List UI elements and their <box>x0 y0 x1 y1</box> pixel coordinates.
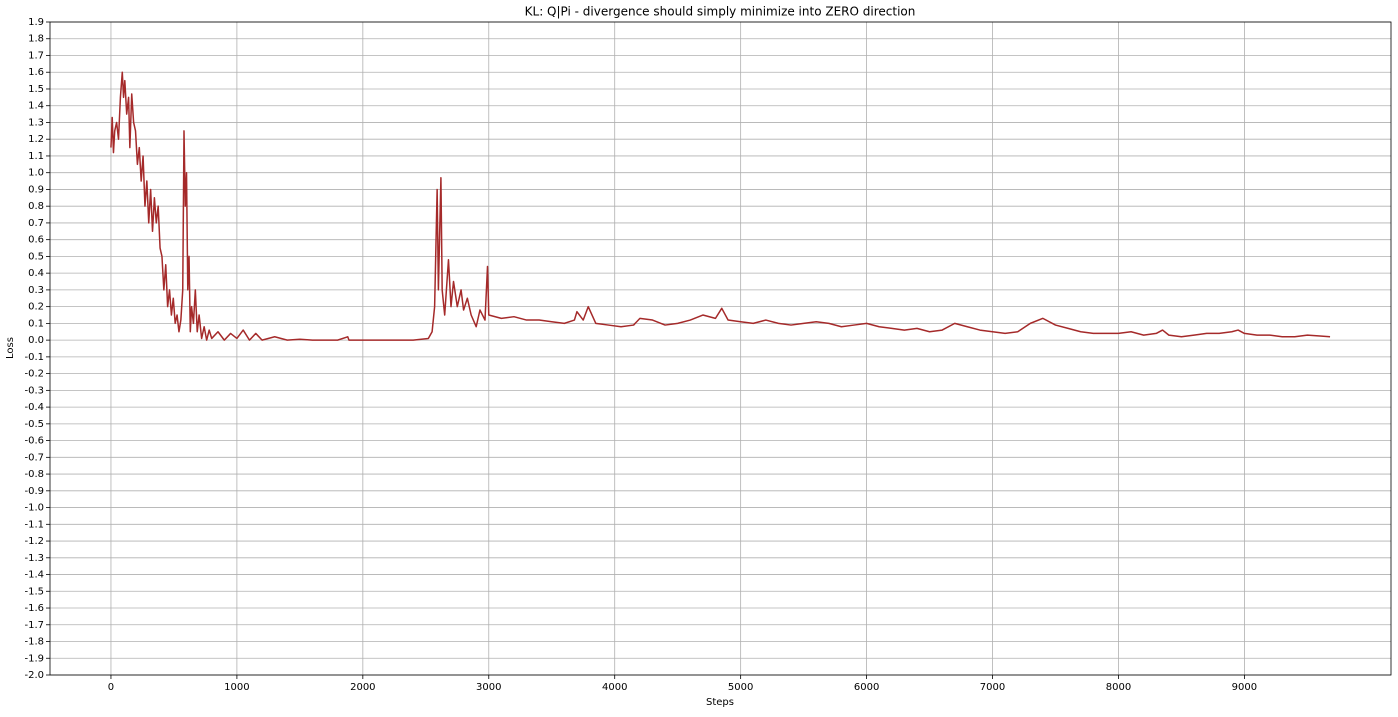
x-tick-label: 0 <box>108 682 114 693</box>
y-tick-label: 1.9 <box>28 17 44 28</box>
y-tick-label: -1.7 <box>24 620 44 631</box>
y-tick-label: 0.9 <box>28 184 44 195</box>
y-tick-label: 1.2 <box>28 134 44 145</box>
y-tick-label: 0.7 <box>28 218 44 229</box>
y-tick-label: -0.3 <box>24 385 44 396</box>
y-axis-label: Loss <box>5 337 16 359</box>
y-tick-label: -0.6 <box>24 436 44 447</box>
y-tick-label: 1.5 <box>28 84 44 95</box>
x-tick-label: 4000 <box>602 682 627 693</box>
y-tick-label: -1.4 <box>24 570 44 581</box>
y-tick-label: 0.4 <box>28 268 44 279</box>
x-tick-label: 1000 <box>224 682 249 693</box>
y-tick-label: -1.2 <box>24 536 44 547</box>
y-tick-label: 1.6 <box>28 67 44 78</box>
y-tick-label: -0.5 <box>24 419 44 430</box>
y-tick-label: -1.3 <box>24 553 44 564</box>
y-tick-label: -0.8 <box>24 469 44 480</box>
x-tick-label: 3000 <box>476 682 501 693</box>
chart-title: KL: Q|Pi - divergence should simply mini… <box>525 5 916 19</box>
x-tick-label: 8000 <box>1106 682 1131 693</box>
y-tick-label: -1.0 <box>24 503 44 514</box>
y-tick-label: 0.1 <box>28 318 44 329</box>
y-tick-label: -1.8 <box>24 637 44 648</box>
y-tick-label: 1.4 <box>28 101 44 112</box>
plot-frame <box>49 21 1392 676</box>
x-axis-label: Steps <box>706 697 734 708</box>
y-tick-label: -1.5 <box>24 586 44 597</box>
x-tick-label: 6000 <box>854 682 879 693</box>
y-tick-label: 1.7 <box>28 50 44 61</box>
y-tick-label: 1.3 <box>28 117 44 128</box>
y-tick-label: 0.3 <box>28 285 44 296</box>
data-line <box>110 71 1331 341</box>
y-tick-label: -1.6 <box>24 603 44 614</box>
x-tick-label: 9000 <box>1232 682 1257 693</box>
y-tick-label: -0.2 <box>24 369 44 380</box>
y-tick-label: -2.0 <box>24 670 44 681</box>
y-tick-label: 0.8 <box>28 201 44 212</box>
y-tick-label: -0.1 <box>24 352 44 363</box>
y-tick-label: 0.5 <box>28 251 44 262</box>
y-tick-label: 1.8 <box>28 34 44 45</box>
y-tick-label: -0.9 <box>24 486 44 497</box>
y-tick-label: 0.2 <box>28 302 44 313</box>
y-tick-label: 0.6 <box>28 235 44 246</box>
y-tick-label: 0.0 <box>28 335 44 346</box>
y-tick-label: -0.4 <box>24 402 44 413</box>
y-tick-label: -1.9 <box>24 653 44 664</box>
x-tick-label: 2000 <box>350 682 375 693</box>
x-tick-label: 7000 <box>980 682 1005 693</box>
y-tick-label: -1.1 <box>24 519 44 530</box>
y-tick-label: 1.0 <box>28 168 44 179</box>
y-tick-label: -0.7 <box>24 452 44 463</box>
x-tick-label: 5000 <box>728 682 753 693</box>
y-tick-label: 1.1 <box>28 151 44 162</box>
